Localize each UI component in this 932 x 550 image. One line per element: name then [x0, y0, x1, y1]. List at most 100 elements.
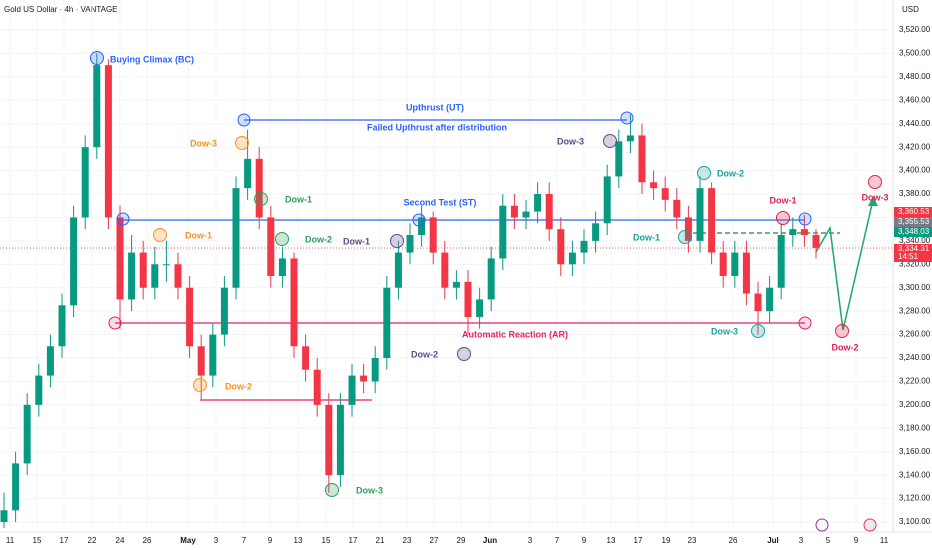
candle-body — [800, 229, 808, 235]
candle-body — [592, 223, 600, 241]
candle-body — [464, 281, 472, 317]
candles — [0, 53, 820, 528]
y-tick-label: 3,520.00 — [899, 25, 931, 34]
pivot-circle — [868, 175, 882, 189]
candle-body — [278, 258, 286, 276]
candle-body — [58, 305, 66, 347]
y-tick-label: 3,380.00 — [899, 189, 931, 198]
pivot-circle — [697, 166, 711, 180]
event-icon — [815, 518, 829, 532]
x-tick-label: 15 — [33, 536, 42, 545]
x-tick-label: 17 — [349, 536, 358, 545]
x-tick-label: 7 — [555, 536, 560, 545]
price-tag — [894, 244, 932, 262]
y-tick-label: 3,240.00 — [899, 353, 931, 362]
candle-body — [23, 404, 31, 464]
currency-label: USD — [902, 5, 919, 14]
candle-body — [580, 240, 588, 253]
candle-body — [522, 211, 530, 218]
candle-body — [12, 463, 20, 511]
x-tick-label: 9 — [582, 536, 587, 545]
candle-body — [719, 252, 727, 276]
x-tick-label: 3 — [799, 536, 804, 545]
x-tick-label: 17 — [634, 536, 643, 545]
candle-body — [128, 252, 136, 300]
candle-body — [603, 176, 611, 224]
pivot-circle — [325, 483, 339, 497]
candle-body — [766, 287, 774, 312]
annotation: Dow-3 — [862, 192, 889, 202]
candle-body — [499, 205, 507, 259]
y-tick-label: 3,460.00 — [899, 95, 931, 104]
candle-body — [777, 235, 785, 288]
candle-body — [534, 194, 542, 212]
candle-body — [371, 358, 379, 382]
candle-body — [731, 252, 739, 276]
x-tick-label: 27 — [430, 536, 439, 545]
candle-body — [46, 346, 54, 376]
candle-body — [673, 199, 681, 218]
annotation: Buying Climax (BC) — [110, 54, 194, 64]
y-tick-label: 3,400.00 — [899, 166, 931, 175]
pivot-circle — [457, 347, 471, 361]
projection — [815, 199, 874, 331]
y-tick-label: 3,220.00 — [899, 377, 931, 386]
y-tick-label: 3,260.00 — [899, 330, 931, 339]
x-tick-label: 13 — [607, 536, 616, 545]
price-tag-sub: 14:51 — [898, 252, 919, 261]
price-tag-label: 3,355.53 — [898, 217, 930, 226]
candle-body — [255, 158, 263, 218]
candle-body — [93, 65, 101, 148]
candle-body — [684, 217, 692, 241]
pivot-circle — [603, 134, 617, 148]
annotation: Dow-2 — [225, 381, 252, 391]
candle-body — [162, 264, 170, 266]
candle-body — [302, 346, 310, 370]
x-tick-label: 11 — [880, 536, 889, 545]
y-tick-label: 3,480.00 — [899, 72, 931, 81]
pivot-circle — [776, 211, 790, 225]
candle-body — [487, 258, 495, 300]
x-tick-label: Jun — [483, 536, 497, 545]
y-tick-label: 3,420.00 — [899, 142, 931, 151]
x-tick-label: 11 — [6, 536, 15, 545]
pivot-circle — [275, 232, 289, 246]
annotation: Dow-1 — [633, 232, 660, 242]
annotation: Dow-2 — [305, 234, 332, 244]
x-tick-label: 9 — [268, 536, 273, 545]
annotation: Dow-3 — [557, 136, 584, 146]
candle-body — [696, 188, 704, 241]
annotation: Dow-3 — [711, 326, 738, 336]
candle-body — [197, 346, 205, 376]
chart-title: Gold US Dollar · 4h · VANTAGE — [4, 5, 118, 14]
projection-arrow — [868, 196, 878, 206]
candle-body — [789, 229, 797, 235]
pivot-circle — [620, 111, 634, 125]
pivot-circle — [390, 234, 404, 248]
pivot-circle — [798, 316, 812, 330]
pivot-circle — [237, 113, 251, 127]
y-tick-label: 3,500.00 — [899, 49, 931, 58]
x-tick-label: 24 — [116, 536, 125, 545]
price-tag-label: 3,348.03 — [898, 227, 930, 236]
annotation: Second Test (ST) — [404, 197, 477, 207]
x-tick-label: 17 — [60, 536, 69, 545]
pivot-circle — [90, 51, 104, 65]
pivot-circle — [153, 228, 167, 242]
candle-body — [116, 217, 124, 300]
pivot-circle — [798, 212, 812, 226]
candle-body — [452, 281, 460, 288]
x-tick-label: 23 — [403, 536, 412, 545]
candle-body — [545, 194, 553, 230]
y-tick-label: 3,100.00 — [899, 517, 931, 526]
x-tick-label: 9 — [854, 536, 859, 545]
candle-body — [360, 375, 368, 382]
pivot-circle — [116, 212, 130, 226]
y-tick-label: 3,180.00 — [899, 423, 931, 432]
candle-body — [313, 369, 321, 405]
pivot-circle — [751, 324, 765, 338]
x-tick-label: 26 — [729, 536, 738, 545]
pivot-circle — [835, 324, 849, 338]
candle-body — [394, 252, 402, 288]
annotation: Dow-1 — [770, 195, 797, 205]
